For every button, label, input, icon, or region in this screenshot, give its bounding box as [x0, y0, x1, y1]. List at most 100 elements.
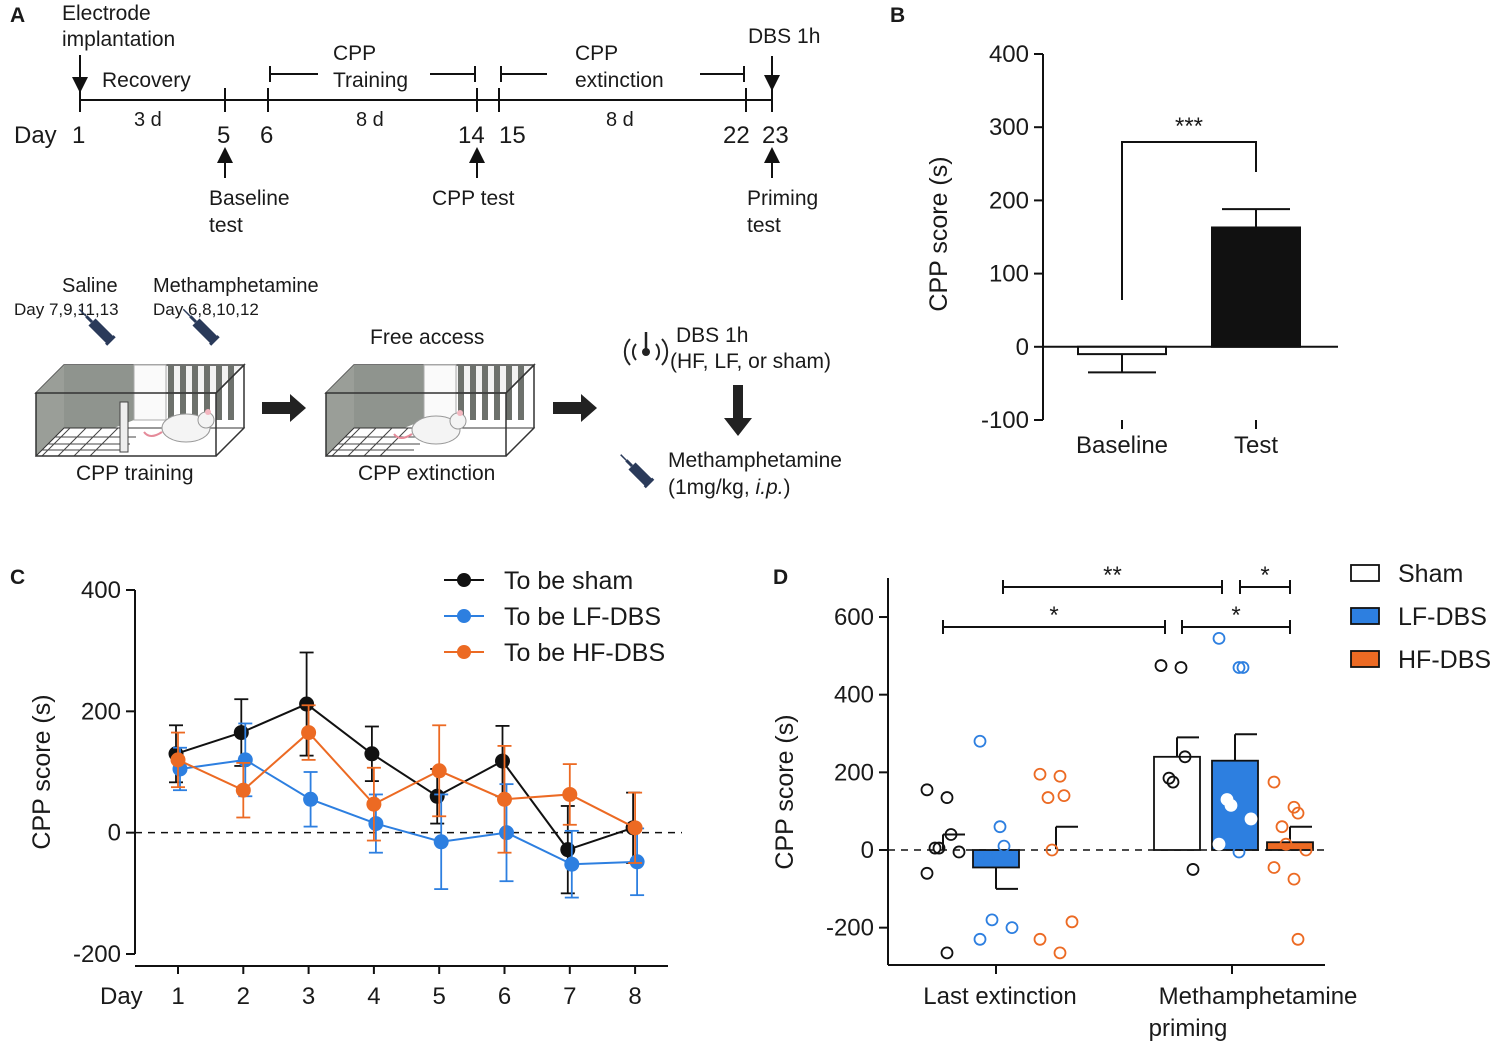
data-point [1045, 843, 1059, 857]
data-point [993, 820, 1007, 834]
data-point [301, 725, 317, 741]
data-point [233, 725, 249, 741]
legend-swatch [1350, 607, 1380, 625]
data-point [170, 752, 186, 768]
electrode-label: Electrode [62, 2, 151, 25]
data-point [499, 825, 514, 841]
data-point [366, 796, 382, 812]
syringe-icon [182, 308, 220, 346]
data-point [1299, 843, 1313, 857]
recovery-label: Recovery [102, 69, 191, 92]
y-tick-label: -200 [826, 915, 874, 942]
data-point [497, 791, 512, 807]
x-tick-label: Baseline [1076, 432, 1168, 459]
saline-label: Saline [62, 275, 118, 297]
data-point [562, 786, 578, 802]
cpp-training-label: CPP [333, 42, 376, 65]
legend-label: HF-DBS [1398, 646, 1491, 674]
data-point [495, 753, 510, 769]
x-tick-label: 5 [433, 983, 446, 1010]
legend-label: LF-DBS [1398, 603, 1487, 631]
duration-label: 8 d [606, 109, 634, 131]
panel-b-label: B [890, 4, 905, 27]
meth-days: Day 6,8,10,12 [153, 300, 259, 319]
x-tick-label: 3 [302, 983, 315, 1010]
data-point [560, 842, 576, 858]
data-point [1065, 915, 1079, 929]
duration-label: 3 d [134, 109, 162, 131]
data-point [303, 791, 319, 807]
data-point [429, 788, 445, 804]
data-point [364, 746, 380, 762]
x-tick-label: 6 [498, 983, 511, 1010]
free-access-label: Free access [370, 326, 484, 349]
group-label: priming [1149, 1015, 1228, 1042]
data-point [928, 841, 942, 855]
day-number: 5 [217, 122, 230, 149]
cpp-training-label: Training [333, 69, 408, 92]
dose-text: (1mg/kg, [668, 476, 756, 499]
data-point [1174, 661, 1188, 674]
y-tick-label: -200 [73, 941, 121, 968]
y-tick-label: 200 [834, 759, 874, 786]
significance-label: * [1049, 602, 1058, 629]
cpp-box-icon [324, 363, 536, 457]
significance-label: * [1231, 602, 1240, 629]
baseline-test-label: Baseline [209, 187, 290, 210]
significance-label: *** [1175, 113, 1203, 140]
timeline: Day 1 5 6 14 15 22 23 Electrode implanta… [14, 2, 820, 237]
data-point [1041, 791, 1055, 804]
data-point [973, 734, 987, 748]
data-point [1291, 806, 1305, 820]
day-number: 6 [260, 122, 273, 149]
data-point [1162, 771, 1176, 785]
data-point [940, 791, 954, 804]
data-point [629, 854, 645, 870]
day-number: 23 [762, 122, 789, 149]
significance-bracket [1121, 141, 1257, 300]
data-point [1212, 631, 1226, 645]
y-tick-label: 600 [834, 604, 874, 631]
bar [1153, 755, 1201, 851]
panel-d-ylabel: CPP score (s) [771, 714, 799, 869]
y-tick-label: 0 [861, 837, 874, 864]
x-tick-label: 1 [171, 983, 184, 1010]
meth-label: Methamphetamine [153, 275, 319, 297]
y-tick-label: -100 [981, 407, 1029, 434]
legend-swatch [1350, 564, 1380, 582]
y-tick-label: 300 [989, 114, 1029, 141]
data-point [920, 783, 934, 797]
cpp-test-label: CPP test [432, 187, 515, 210]
legend-marker [457, 645, 471, 659]
x-tick-label: 4 [367, 983, 380, 1010]
y-tick-label: 400 [989, 41, 1029, 68]
panel-a: A Day 1 5 6 14 15 22 23 Electrode implan… [10, 2, 842, 499]
day-number: 15 [499, 122, 526, 149]
data-point [433, 834, 449, 850]
panel-b-ylabel: CPP score (s) [925, 156, 953, 311]
legend-label: To be HF-DBS [504, 639, 665, 667]
data-point [1178, 750, 1192, 764]
cpp-extinction-label: CPP [575, 42, 618, 65]
cpp-extinction-label: extinction [575, 69, 664, 92]
y-tick-label: 400 [81, 577, 121, 604]
x-tick-label: 2 [237, 983, 250, 1010]
data-point [1154, 659, 1168, 672]
syringe-icon [78, 308, 116, 346]
bar [1077, 345, 1167, 356]
signal-icon [623, 332, 669, 366]
data-point [1166, 775, 1180, 789]
significance-label: * [1260, 562, 1269, 589]
x-tick-label: 7 [563, 983, 576, 1010]
significance-label: ** [1103, 562, 1122, 589]
legend-marker [457, 573, 471, 587]
priming-test-label: Priming [747, 187, 818, 210]
dbs-label: DBS 1h [748, 25, 820, 48]
x-tick-label: Test [1234, 432, 1278, 459]
legend-label: Sham [1398, 560, 1463, 588]
data-point [1212, 837, 1226, 851]
y-tick-label: 200 [81, 698, 121, 725]
data-point [940, 946, 954, 960]
